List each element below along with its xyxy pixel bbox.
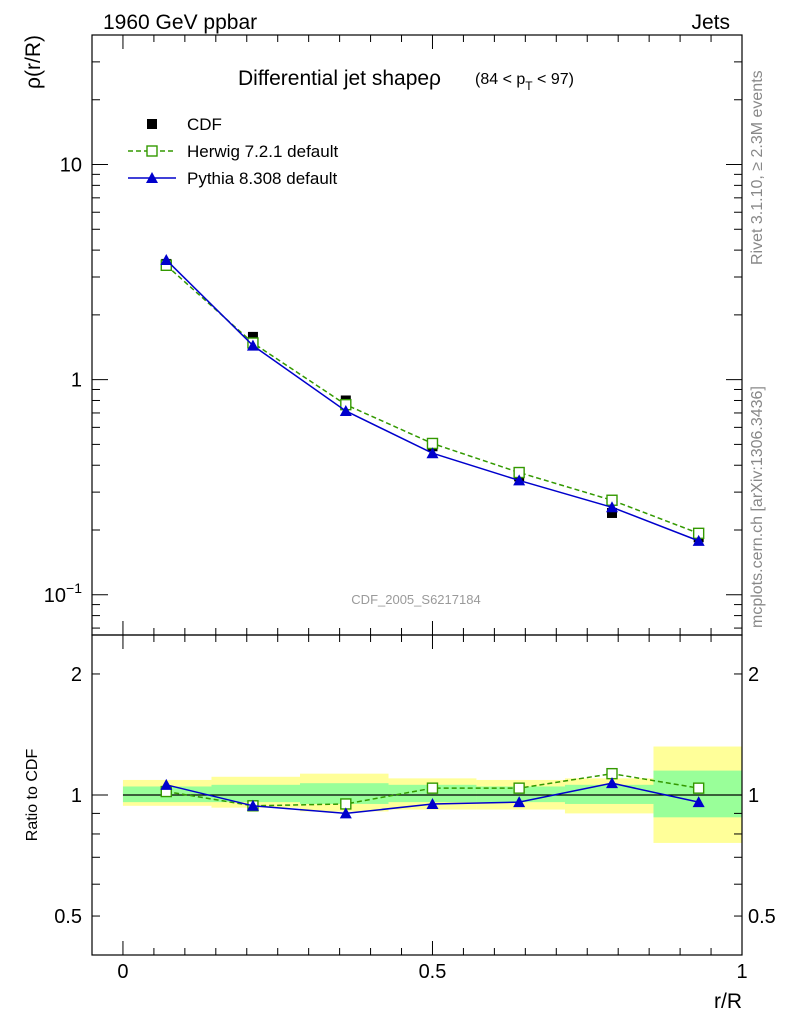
legend-label: Pythia 8.308 default [187, 169, 338, 188]
ratio-data-point [426, 797, 439, 809]
main-data-point [339, 404, 352, 416]
chart-title: Differential jet shapeρ [238, 67, 441, 90]
ratio-ytick-label-right: 2 [748, 664, 759, 686]
header-left: 1960 GeV ppbar [103, 11, 257, 34]
legend-label: Herwig 7.2.1 default [187, 142, 338, 161]
main-panel: 10 1 10−1 ρ(r/R) Differential jet shapeρ (84 … [22, 34, 743, 636]
ratio-data-point [426, 782, 439, 794]
main-data-point [513, 474, 526, 486]
main-ylabel: ρ(r/R) [22, 35, 45, 89]
legend-marker [147, 119, 157, 129]
ratio-ytick-label-right: 0.5 [748, 906, 776, 928]
legend-label: CDF [187, 115, 222, 134]
ratio-data-point [339, 807, 352, 819]
ratio-data-point [606, 777, 618, 789]
chart-title-cut: (84 < pT < 97) [475, 71, 574, 93]
main-data-point [606, 501, 618, 513]
side-label-mcplots: mcplots.cern.ch [arXiv:1306.3436] [749, 386, 766, 628]
ratio-band-stat [653, 770, 742, 818]
ratio-xtick-label: 1 [736, 961, 747, 983]
ratio-band-stat [476, 786, 565, 803]
side-label-rivet: Rivet 3.1.10, ≥ 2.3M events [749, 70, 766, 265]
analysis-watermark: CDF_2005_S6217184 [351, 592, 480, 607]
main-data-point [160, 253, 173, 265]
ratio-ytick-label: 2 [71, 664, 82, 686]
main-ytick-label: 10 [60, 155, 82, 177]
ratio-ylabel: Ratio to CDF [24, 749, 41, 842]
legend-marker [146, 145, 158, 157]
main-ytick-label: 10−1 [44, 580, 82, 607]
ratio-data-point [513, 796, 526, 808]
ratio-ytick-label: 0.5 [54, 906, 82, 928]
ratio-data-point [606, 767, 618, 780]
legend-marker [146, 172, 158, 183]
main-data-point [692, 534, 705, 546]
ratio-data-point [246, 799, 259, 811]
main-series-line-1 [165, 264, 699, 535]
main-data-point [246, 339, 259, 351]
main-data-point [607, 507, 617, 518]
ratio-xtick-label: 0.5 [419, 961, 447, 983]
main-data-point [426, 437, 439, 450]
main-data-point [426, 447, 439, 459]
main-ytick-exponent: −1 [66, 580, 82, 596]
main-series-line-2 [165, 259, 699, 542]
main-ytick-label: 1 [71, 370, 82, 392]
xlabel: r/R [714, 990, 742, 1013]
ratio-data-point [160, 778, 173, 790]
ratio-ytick-label: 1 [71, 785, 82, 807]
main-data-point [247, 331, 258, 342]
ratio-panel: 2 2 1 1 0.5 0.5 0 0.5 1 Ratio to CDF r/R [24, 634, 776, 1013]
ratio-xtick-label: 0 [117, 961, 128, 983]
ratio-data-point [692, 796, 705, 808]
header-right: Jets [691, 11, 730, 34]
ratio-data-point [513, 782, 525, 794]
ratio-data-point [692, 782, 705, 794]
ratio-band-stat [300, 783, 389, 804]
ratio-band-stat [211, 784, 300, 803]
ratio-ytick-label-right: 1 [748, 785, 759, 807]
